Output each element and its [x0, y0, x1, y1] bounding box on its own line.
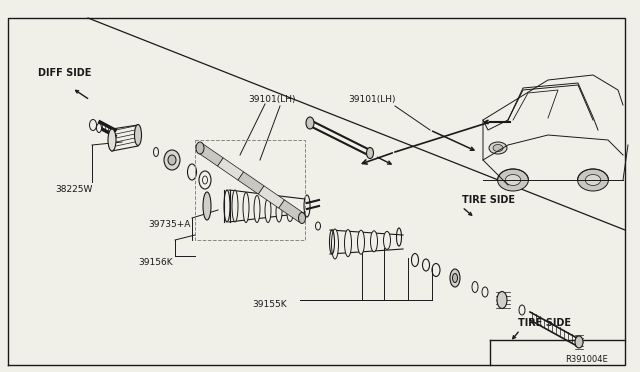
Ellipse shape: [108, 129, 116, 151]
Ellipse shape: [489, 142, 507, 154]
Ellipse shape: [367, 148, 374, 158]
Text: 39735+A: 39735+A: [148, 220, 190, 229]
Ellipse shape: [154, 148, 159, 157]
Ellipse shape: [134, 125, 141, 145]
Ellipse shape: [232, 190, 238, 222]
Ellipse shape: [196, 142, 204, 154]
Polygon shape: [218, 158, 244, 180]
Text: TIRE SIDE: TIRE SIDE: [462, 195, 515, 205]
Ellipse shape: [575, 336, 583, 348]
Ellipse shape: [203, 192, 211, 220]
Ellipse shape: [578, 169, 609, 191]
Ellipse shape: [306, 117, 314, 129]
Ellipse shape: [452, 273, 458, 282]
Polygon shape: [259, 186, 284, 208]
Ellipse shape: [97, 124, 102, 132]
Ellipse shape: [586, 174, 601, 186]
Polygon shape: [279, 200, 305, 222]
Ellipse shape: [497, 292, 507, 308]
Ellipse shape: [371, 231, 378, 252]
Ellipse shape: [344, 230, 351, 257]
Ellipse shape: [243, 192, 249, 222]
Ellipse shape: [287, 205, 293, 221]
Text: 39101(LH): 39101(LH): [348, 95, 396, 104]
Text: 39155K: 39155K: [252, 300, 287, 309]
Ellipse shape: [254, 196, 260, 222]
Text: 38225W: 38225W: [55, 185, 92, 194]
Ellipse shape: [383, 231, 390, 249]
Ellipse shape: [164, 150, 180, 170]
Text: TIRE SIDE: TIRE SIDE: [518, 318, 571, 328]
Text: 39101(LH): 39101(LH): [248, 95, 296, 104]
Ellipse shape: [506, 174, 521, 186]
Ellipse shape: [498, 169, 529, 191]
Ellipse shape: [298, 212, 305, 224]
Text: 39156K: 39156K: [138, 258, 173, 267]
Bar: [195, 140, 305, 240]
Polygon shape: [238, 172, 264, 194]
Text: R391004E: R391004E: [565, 355, 608, 364]
Ellipse shape: [168, 155, 176, 165]
Polygon shape: [197, 144, 223, 166]
Ellipse shape: [358, 230, 365, 254]
Text: DIFF SIDE: DIFF SIDE: [38, 68, 92, 78]
Ellipse shape: [332, 229, 339, 259]
Ellipse shape: [493, 144, 503, 151]
Ellipse shape: [276, 202, 282, 222]
Ellipse shape: [265, 199, 271, 222]
Ellipse shape: [450, 269, 460, 287]
